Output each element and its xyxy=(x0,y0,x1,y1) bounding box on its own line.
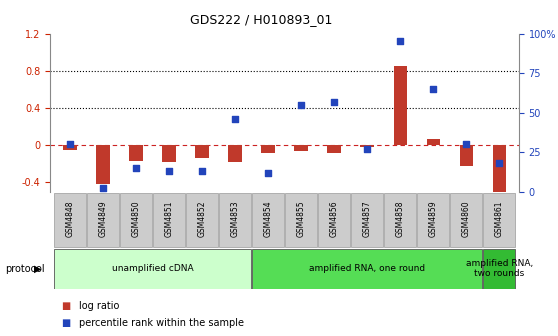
Bar xyxy=(483,249,516,289)
Bar xyxy=(450,193,483,248)
Bar xyxy=(318,193,350,248)
Text: GSM4861: GSM4861 xyxy=(494,201,504,237)
Point xyxy=(263,170,272,175)
Bar xyxy=(97,145,109,184)
Bar xyxy=(162,145,176,162)
Bar xyxy=(219,193,252,248)
Point xyxy=(429,86,437,92)
Bar xyxy=(351,193,383,248)
Text: unamplified cDNA: unamplified cDNA xyxy=(112,264,194,273)
Point xyxy=(230,116,239,122)
Text: GSM4856: GSM4856 xyxy=(330,201,339,237)
Bar xyxy=(252,193,285,248)
Point xyxy=(65,141,74,147)
Bar xyxy=(295,145,307,151)
Bar xyxy=(252,249,483,289)
Text: GSM4855: GSM4855 xyxy=(297,201,306,237)
Bar xyxy=(120,193,152,248)
Text: GDS222 / H010893_01: GDS222 / H010893_01 xyxy=(190,13,333,27)
Text: GSM4858: GSM4858 xyxy=(396,201,405,237)
Bar xyxy=(426,138,440,145)
Bar xyxy=(417,193,449,248)
Text: protocol: protocol xyxy=(6,264,45,274)
Point xyxy=(330,99,339,104)
Text: GSM4850: GSM4850 xyxy=(132,201,141,237)
Point xyxy=(495,160,504,166)
Text: amplified RNA,
two rounds: amplified RNA, two rounds xyxy=(465,259,533,279)
Bar xyxy=(186,193,218,248)
Bar xyxy=(64,145,76,150)
Bar xyxy=(195,145,209,158)
Text: log ratio: log ratio xyxy=(79,301,119,311)
Bar xyxy=(493,145,506,192)
Point xyxy=(99,186,108,191)
Text: ■: ■ xyxy=(61,318,71,328)
Point xyxy=(132,165,141,171)
Text: GSM4852: GSM4852 xyxy=(198,201,206,237)
Bar xyxy=(285,193,318,248)
Text: ▶: ▶ xyxy=(34,264,42,274)
Bar xyxy=(153,193,185,248)
Text: GSM4851: GSM4851 xyxy=(165,201,174,237)
Bar xyxy=(360,145,374,147)
Bar xyxy=(54,193,86,248)
Point xyxy=(396,39,405,44)
Text: ■: ■ xyxy=(61,301,71,311)
Text: GSM4848: GSM4848 xyxy=(65,201,75,237)
Bar xyxy=(483,193,516,248)
Text: GSM4857: GSM4857 xyxy=(363,201,372,237)
Point xyxy=(363,146,372,152)
Text: GSM4854: GSM4854 xyxy=(263,201,272,237)
Text: GSM4860: GSM4860 xyxy=(461,201,470,237)
Text: GSM4849: GSM4849 xyxy=(99,201,108,237)
Bar xyxy=(129,145,143,161)
Bar xyxy=(393,66,407,145)
Bar xyxy=(54,249,252,289)
Bar xyxy=(384,193,416,248)
Text: GSM4859: GSM4859 xyxy=(429,201,437,237)
Point xyxy=(297,102,306,108)
Bar xyxy=(460,145,473,166)
Bar xyxy=(228,145,242,162)
Point xyxy=(165,168,174,174)
Point xyxy=(198,168,206,174)
Text: GSM4853: GSM4853 xyxy=(230,201,239,237)
Bar xyxy=(328,145,341,153)
Bar xyxy=(262,145,275,154)
Text: percentile rank within the sample: percentile rank within the sample xyxy=(79,318,244,328)
Point xyxy=(461,141,470,147)
Bar xyxy=(86,193,119,248)
Text: amplified RNA, one round: amplified RNA, one round xyxy=(309,264,425,273)
